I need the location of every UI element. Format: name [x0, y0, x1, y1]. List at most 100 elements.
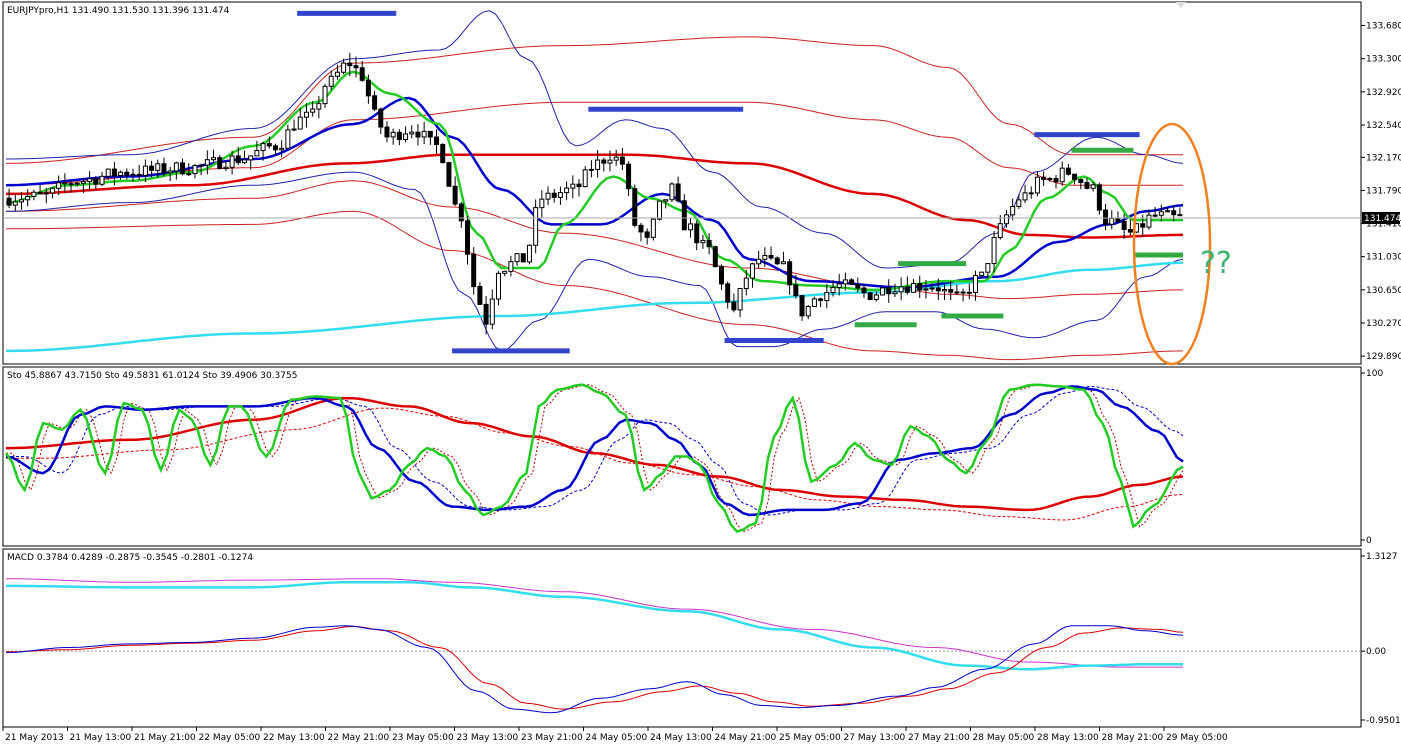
candle-body	[737, 288, 743, 311]
candle-body	[892, 291, 898, 295]
price-panel-title: EURJPYpro,H1 131.490 131.530 131.396 131…	[7, 6, 230, 16]
stochastic-panel[interactable]: 100 0 Sto 45.8867 43.7150 Sto 49.5831 61.…	[2, 366, 1383, 547]
candle-body	[997, 223, 1003, 239]
candle-body	[37, 191, 43, 195]
candle-body	[56, 182, 62, 189]
candle-body	[266, 143, 272, 147]
candle-body	[458, 203, 464, 222]
candle-body	[316, 103, 322, 110]
candle-body	[557, 192, 563, 198]
candle-body	[31, 191, 37, 197]
candle-body	[712, 246, 718, 268]
time-tick-label: 29 May 05:00	[1166, 733, 1228, 743]
candle-body	[142, 165, 148, 176]
candle-body	[1010, 205, 1016, 216]
candle-body	[607, 159, 613, 164]
candle-body	[601, 159, 607, 164]
candle-body	[477, 286, 483, 305]
candle-body	[136, 173, 142, 176]
candle-body	[966, 291, 972, 294]
candle-body	[105, 168, 111, 177]
price-panel[interactable]: 133.680 133.300 132.920 132.540 132.170 131.7…	[2, 1, 1401, 366]
moving-average-red	[6, 153, 1183, 239]
price-tick-label: 133.300	[1366, 55, 1401, 65]
candle-body	[291, 128, 297, 131]
stochastic-panel-title: Sto 45.8867 43.7150 Sto 49.5831 61.0124 …	[7, 371, 297, 381]
candle-body	[415, 131, 421, 138]
candle-body	[663, 199, 669, 202]
candle-body	[390, 131, 396, 138]
candle-body	[588, 168, 594, 171]
candle-body	[124, 171, 130, 176]
candle-body	[793, 284, 799, 297]
time-tick-label: 23 May 05:00	[392, 733, 454, 743]
candle-body	[824, 291, 830, 302]
time-tick-label: 24 May 05:00	[586, 733, 648, 743]
candle-body	[1041, 176, 1047, 180]
candle-body	[12, 201, 18, 206]
candle-body	[378, 108, 384, 128]
time-tick-label: 23 May 13:00	[457, 733, 519, 743]
candle-body	[223, 166, 229, 170]
candle-body	[731, 301, 737, 311]
price-tick-label: 131.790	[1366, 186, 1401, 196]
candle-body	[1003, 214, 1009, 225]
candle-body	[749, 263, 755, 279]
candle-body	[1059, 167, 1065, 183]
candle-body	[310, 108, 316, 113]
macd-tick-label: 1.3127	[1366, 552, 1398, 562]
candle-body	[811, 298, 817, 307]
candle-body	[1084, 182, 1090, 189]
candle-body	[1109, 217, 1115, 225]
moving-average-cyan	[6, 261, 1184, 353]
candle-body	[211, 157, 217, 161]
time-tick-label: 21 May 2013	[5, 733, 64, 743]
price-axis: 133.680 133.300 132.920 132.540 132.170 131.7…	[1361, 22, 1401, 362]
candle-body	[440, 144, 446, 164]
candle-body	[403, 133, 409, 140]
stochastic-panel-frame	[2, 366, 1362, 547]
candlesticks	[6, 52, 1183, 335]
macd-panel[interactable]: 1.3127 0.00 -0.9501 MACD 0.3784 0.4289 -0.…	[2, 548, 1401, 728]
question-annotation: ??	[1200, 246, 1232, 281]
macd-long-signal	[6, 578, 1183, 668]
candle-body	[303, 111, 309, 118]
candle-body	[613, 156, 619, 161]
candle-body	[483, 303, 489, 325]
time-tick-label: 22 May 13:00	[263, 733, 325, 743]
time-tick-label: 25 May 05:00	[779, 733, 841, 743]
time-tick-label: 22 May 05:00	[199, 733, 261, 743]
candle-body	[365, 79, 371, 97]
candle-body	[217, 157, 223, 170]
time-tick-label: 28 May 13:00	[1037, 733, 1099, 743]
shift-marker-icon[interactable]	[1176, 2, 1186, 8]
candle-body	[1115, 217, 1121, 222]
candle-body	[638, 224, 644, 233]
current-price-label: 131.474	[1364, 214, 1401, 224]
candle-body	[1053, 178, 1059, 183]
candle-body	[49, 187, 55, 194]
candle-body	[229, 155, 235, 168]
candle-body	[1121, 220, 1127, 231]
candle-body	[880, 287, 886, 296]
macd-panel-frame	[2, 548, 1362, 728]
time-tick-label: 23 May 21:00	[521, 733, 583, 743]
candle-body	[681, 200, 687, 231]
candle-body	[700, 239, 706, 244]
price-tick-label: 131.030	[1366, 253, 1401, 263]
price-panel-frame	[2, 1, 1362, 365]
envelope-upper-outer	[5, 36, 1183, 164]
macd-lines	[5, 578, 1184, 714]
candle-body	[849, 279, 855, 285]
macd-long-line	[6, 581, 1183, 671]
candle-body	[1127, 229, 1133, 233]
candle-body	[328, 75, 334, 87]
candle-body	[235, 155, 241, 164]
price-tick-label: 131.410	[1366, 220, 1401, 230]
candle-body	[954, 291, 960, 294]
price-tick-label: 132.540	[1366, 121, 1401, 131]
time-tick-label: 24 May 13:00	[650, 733, 712, 743]
candle-body	[353, 65, 359, 69]
candle-body	[297, 116, 303, 130]
